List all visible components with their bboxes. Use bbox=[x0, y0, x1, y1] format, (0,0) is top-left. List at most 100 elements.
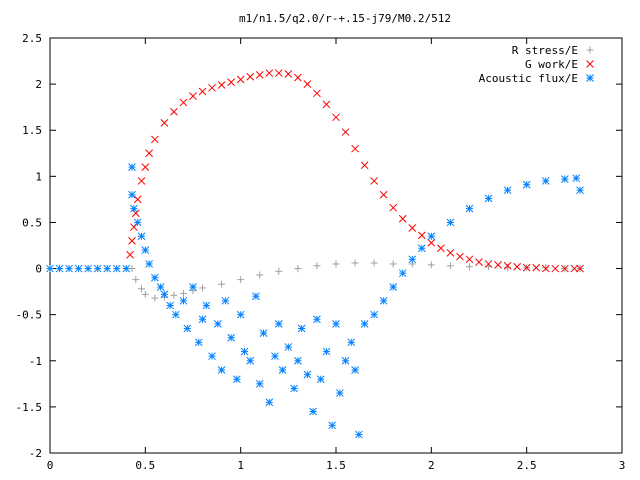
data-point bbox=[351, 366, 359, 374]
data-point bbox=[160, 118, 169, 127]
data-point bbox=[255, 379, 264, 388]
data-point bbox=[465, 204, 474, 213]
data-point bbox=[484, 194, 493, 203]
data-point bbox=[465, 263, 473, 271]
data-point bbox=[484, 260, 493, 268]
data-point bbox=[446, 218, 455, 227]
data-point bbox=[560, 175, 569, 183]
data-point bbox=[278, 366, 287, 374]
data-point bbox=[170, 291, 178, 299]
data-point bbox=[138, 285, 146, 293]
data-point bbox=[170, 107, 178, 116]
data-point bbox=[427, 261, 435, 269]
data-point bbox=[347, 338, 356, 347]
data-point bbox=[265, 398, 274, 407]
data-point bbox=[370, 259, 378, 267]
x-tick-label: 1 bbox=[237, 459, 244, 472]
data-point bbox=[475, 258, 483, 266]
data-point bbox=[379, 296, 388, 305]
data-point bbox=[360, 320, 369, 328]
data-point bbox=[65, 264, 73, 273]
data-point bbox=[271, 352, 279, 361]
data-point bbox=[322, 347, 331, 356]
data-point bbox=[370, 310, 378, 319]
y-tick-label: 0 bbox=[35, 263, 42, 276]
data-point bbox=[236, 75, 245, 84]
data-point bbox=[513, 262, 521, 271]
data-point bbox=[379, 190, 388, 199]
data-point bbox=[408, 255, 417, 264]
x-tick-label: 2.5 bbox=[517, 459, 537, 472]
data-point bbox=[576, 264, 584, 273]
data-point bbox=[332, 113, 340, 122]
y-tick-label: 2.5 bbox=[22, 32, 42, 45]
data-point bbox=[221, 296, 230, 305]
data-point bbox=[560, 264, 569, 273]
legend-marker bbox=[586, 60, 594, 68]
data-point bbox=[541, 264, 550, 273]
legend-label: G work/E bbox=[525, 58, 578, 71]
series-2 bbox=[46, 163, 584, 439]
data-point bbox=[328, 421, 337, 430]
data-point bbox=[130, 204, 138, 213]
data-marks bbox=[46, 69, 584, 439]
data-point bbox=[183, 324, 192, 333]
data-point bbox=[137, 177, 146, 185]
data-point bbox=[189, 92, 197, 100]
y-tick-label: 1.5 bbox=[22, 124, 42, 137]
data-point bbox=[198, 315, 207, 324]
data-point bbox=[179, 98, 188, 107]
x-tick-label: 1.5 bbox=[326, 459, 346, 472]
data-point bbox=[208, 352, 216, 361]
data-point bbox=[313, 262, 321, 270]
data-point bbox=[351, 259, 359, 267]
data-point bbox=[274, 69, 283, 77]
axes: 0 0.5 1 1.5 2 2.5 3 -2 -1.5 -1 -0.5 0 0.5 1 1.5 2 2.5 bbox=[16, 32, 626, 472]
data-point bbox=[46, 264, 54, 273]
y-tick-label: -1 bbox=[29, 355, 42, 368]
data-point bbox=[275, 267, 283, 275]
data-point bbox=[217, 81, 226, 89]
data-point bbox=[171, 310, 180, 319]
data-point bbox=[240, 347, 249, 356]
data-point bbox=[227, 78, 235, 87]
data-point bbox=[542, 264, 550, 272]
data-point bbox=[132, 276, 140, 284]
data-point bbox=[290, 384, 298, 393]
data-point bbox=[141, 246, 150, 254]
data-point bbox=[93, 264, 102, 273]
data-point bbox=[166, 301, 174, 310]
data-point bbox=[570, 264, 579, 273]
data-point bbox=[576, 186, 584, 195]
y-tick-label: -1.5 bbox=[16, 401, 43, 414]
data-point bbox=[137, 232, 146, 241]
data-point bbox=[465, 255, 474, 264]
data-point bbox=[316, 375, 325, 384]
data-point bbox=[202, 301, 211, 310]
data-point bbox=[194, 338, 203, 347]
data-point bbox=[141, 163, 150, 171]
data-point bbox=[322, 100, 331, 109]
data-point bbox=[572, 174, 581, 183]
data-point bbox=[232, 375, 241, 384]
data-point bbox=[179, 289, 187, 297]
data-point bbox=[532, 263, 541, 272]
data-point bbox=[303, 80, 312, 88]
chart-title: m1/n1.5/q2.0/r-+.15-j79/M0.2/512 bbox=[239, 12, 451, 25]
data-point bbox=[246, 356, 255, 365]
data-point bbox=[294, 356, 302, 365]
data-point bbox=[128, 163, 136, 171]
data-point bbox=[151, 273, 159, 282]
data-point bbox=[446, 249, 455, 257]
data-point bbox=[256, 271, 264, 279]
data-point bbox=[84, 264, 92, 273]
data-point bbox=[189, 283, 197, 291]
x-tick-label: 0.5 bbox=[135, 459, 155, 472]
data-point bbox=[265, 69, 274, 77]
data-point bbox=[427, 238, 436, 247]
y-tick-label: -2 bbox=[29, 447, 42, 460]
data-point bbox=[133, 218, 142, 227]
data-point bbox=[417, 244, 426, 253]
